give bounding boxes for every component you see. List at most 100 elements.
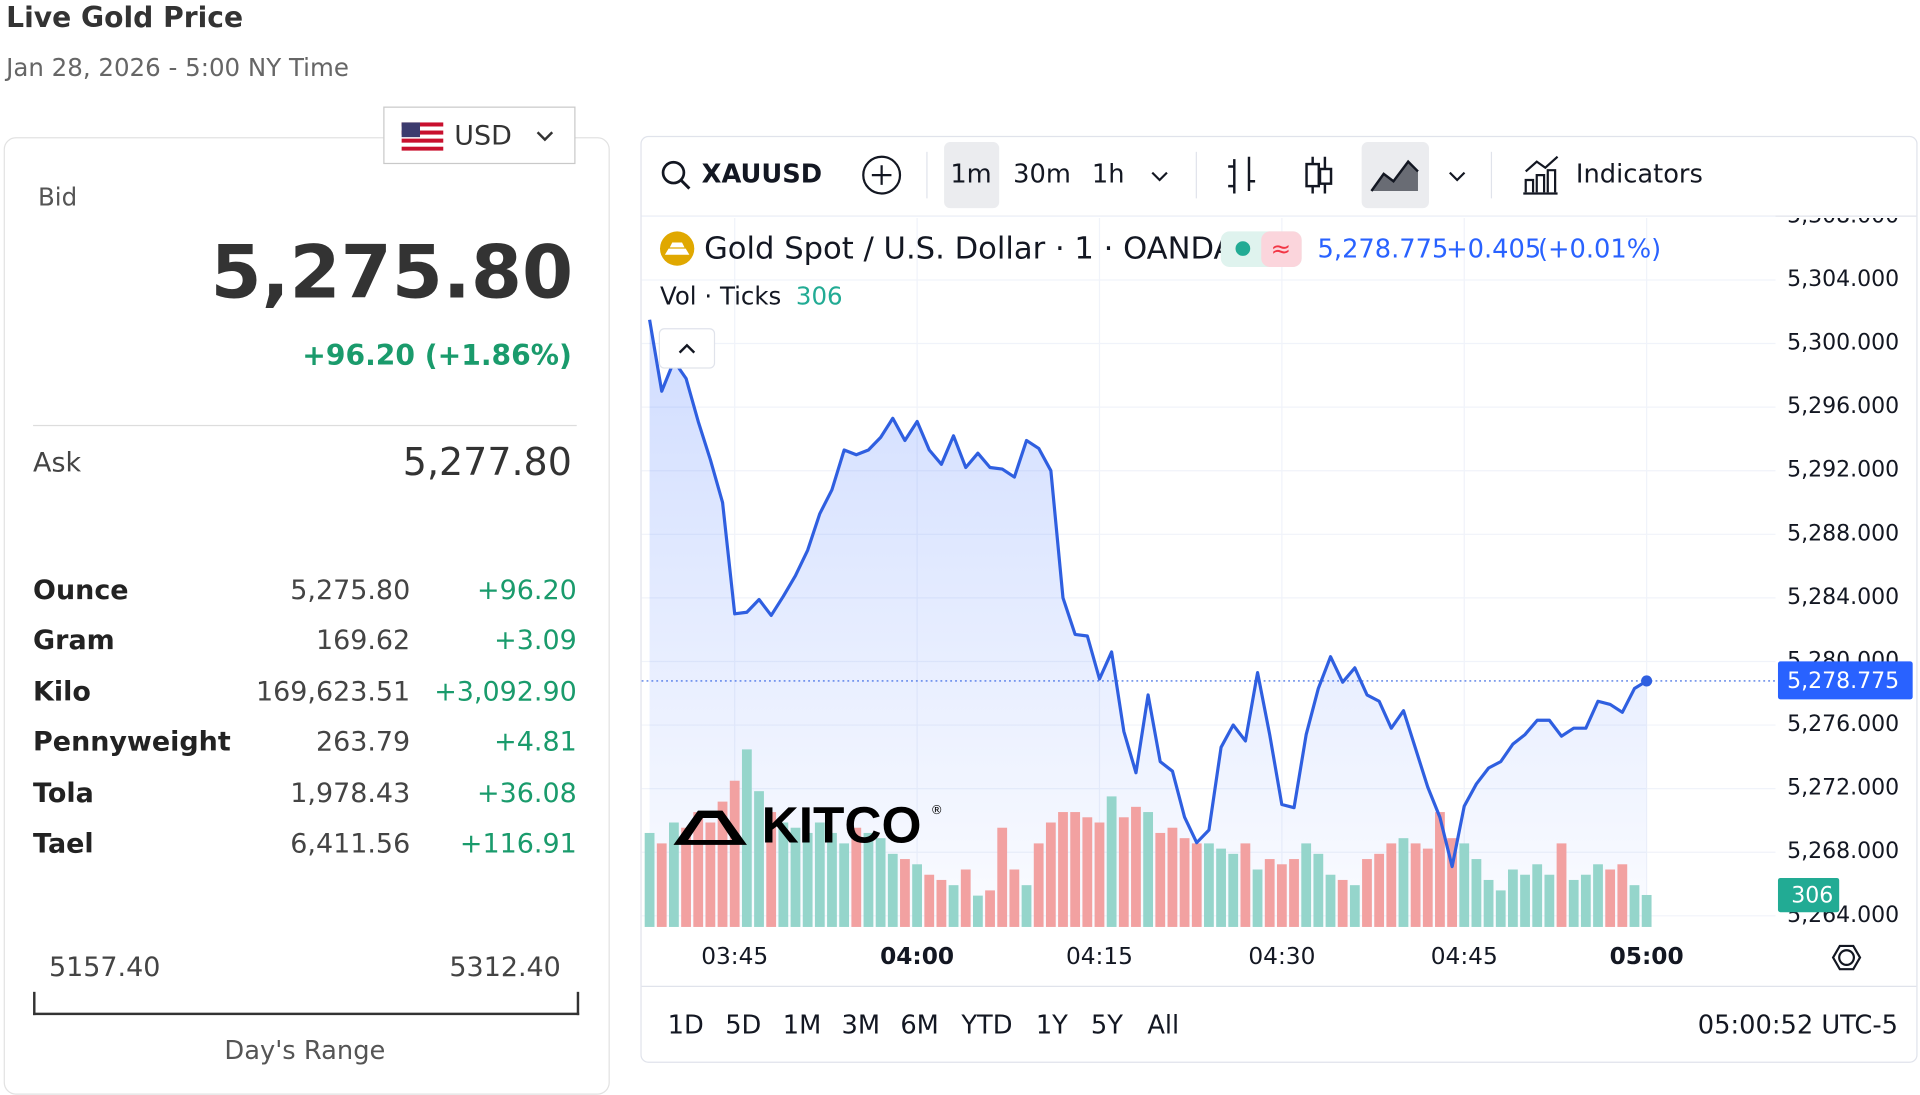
unit-change: +3.09 bbox=[494, 626, 577, 657]
range-button[interactable]: 1M bbox=[783, 1011, 822, 1041]
price-change-pct: (+0.01%) bbox=[1538, 234, 1661, 264]
range-button[interactable]: 5D bbox=[725, 1011, 761, 1041]
price-area bbox=[649, 319, 1647, 927]
volume-bar bbox=[1070, 812, 1081, 927]
x-axis: 03:45 04:00 04:15 04:30 04:45 05:00 bbox=[701, 943, 1683, 970]
range-bracket bbox=[33, 991, 580, 1016]
indicators-icon[interactable] bbox=[1523, 155, 1559, 195]
volume-bar bbox=[1568, 879, 1579, 927]
range-button[interactable]: 3M bbox=[842, 1011, 881, 1041]
currency-chevron bbox=[536, 131, 554, 142]
volume-bar bbox=[1143, 812, 1154, 927]
range-low: 5157.40 bbox=[48, 952, 161, 984]
volume-bar bbox=[924, 874, 935, 927]
range-bar: 1D 5D 1M 3M 6M YTD 1Y 5Y All 05:00:52 UT… bbox=[668, 1011, 1898, 1041]
search-icon[interactable] bbox=[661, 160, 686, 185]
unit-price: 263.79 bbox=[315, 727, 411, 759]
chart-style-active[interactable] bbox=[1361, 142, 1429, 209]
volume-bar bbox=[790, 827, 801, 927]
add-symbol[interactable] bbox=[862, 155, 902, 195]
volume-bar bbox=[960, 869, 971, 927]
volume-bar bbox=[1362, 859, 1372, 927]
x-tick-label: 03:45 bbox=[701, 943, 768, 970]
volume-bar bbox=[1532, 864, 1543, 927]
interval-menu[interactable] bbox=[1151, 171, 1168, 182]
volume-bar bbox=[1580, 874, 1591, 927]
volume-bar bbox=[1167, 827, 1178, 927]
volume-bar bbox=[1593, 864, 1603, 927]
range-button[interactable]: 1D bbox=[668, 1011, 704, 1041]
ask-price: 5,277.80 bbox=[402, 440, 572, 485]
volume-bar bbox=[972, 895, 983, 927]
range-high: 5312.40 bbox=[449, 952, 561, 984]
chart-title: Gold Spot / U.S. Dollar · 1 · OANDA bbox=[704, 231, 1234, 266]
currency: USD bbox=[454, 121, 512, 152]
volume-tag bbox=[1777, 877, 1840, 913]
volume-bar bbox=[1629, 885, 1640, 927]
volume-bar bbox=[1155, 832, 1166, 927]
interval[interactable]: 1h bbox=[1092, 160, 1125, 190]
unit-name: Tael bbox=[33, 828, 94, 860]
y-tick-label: 5,292.000 bbox=[1787, 458, 1899, 483]
volume-bar bbox=[875, 838, 886, 927]
bid-change: +96.20 (+1.86%) bbox=[302, 340, 572, 373]
bars-icon[interactable] bbox=[1228, 156, 1256, 194]
collapse-button[interactable] bbox=[658, 328, 716, 369]
volume-bar bbox=[1033, 843, 1044, 927]
range-button[interactable]: YTD bbox=[960, 1011, 1012, 1041]
unit-change: +4.81 bbox=[494, 727, 577, 759]
volume-bar bbox=[1131, 806, 1141, 927]
volume-bar bbox=[1216, 848, 1226, 927]
unit-change: +96.20 bbox=[477, 575, 577, 607]
legend: Gold Spot / U.S. Dollar · 1 · OANDA ≈ 5,… bbox=[658, 231, 1661, 369]
volume-legend: Vol · Ticks bbox=[660, 282, 781, 311]
volume-bar bbox=[1228, 853, 1239, 927]
range-button[interactable]: 6M bbox=[900, 1011, 939, 1041]
volume-bar bbox=[1045, 822, 1056, 927]
volume-bar bbox=[1240, 843, 1251, 927]
x-tick-label: 05:00 bbox=[1610, 943, 1684, 970]
unit-name: Pennyweight bbox=[33, 727, 231, 759]
indicators[interactable]: Indicators bbox=[1576, 160, 1703, 190]
price-change: +0.405 bbox=[1446, 234, 1541, 264]
volume-bar bbox=[863, 832, 874, 927]
unit-change: +3,092.90 bbox=[434, 676, 577, 708]
range-button[interactable]: All bbox=[1147, 1011, 1179, 1041]
volume-bar bbox=[705, 822, 716, 927]
y-tick-label: 5,268.000 bbox=[1787, 839, 1899, 864]
unit-name: Gram bbox=[33, 626, 115, 657]
logo-mark bbox=[673, 810, 747, 845]
interval[interactable]: 1m bbox=[950, 160, 991, 190]
unit-price: 1,978.43 bbox=[290, 778, 411, 809]
volume-bar bbox=[1021, 885, 1032, 927]
interval[interactable]: 30m bbox=[1013, 160, 1071, 190]
y-tick-label: 5,300.000 bbox=[1787, 331, 1899, 356]
volume-bar bbox=[900, 859, 910, 927]
volume-bar bbox=[1179, 838, 1190, 927]
settings-icon[interactable] bbox=[1838, 949, 1855, 967]
volume-bar bbox=[802, 832, 813, 927]
x-tick-label: 04:30 bbox=[1248, 943, 1315, 970]
style-menu[interactable] bbox=[1449, 171, 1466, 182]
volume-bar bbox=[1325, 874, 1336, 927]
volume-bar bbox=[1641, 894, 1652, 927]
page-date: Jan 28, 2026 - 5:00 NY Time bbox=[6, 52, 349, 83]
volume-bar bbox=[1495, 890, 1506, 927]
clock: 05:00:52 UTC-5 bbox=[1698, 1011, 1898, 1041]
y-tick-label: 5,276.000 bbox=[1787, 712, 1899, 737]
page-title: Live Gold Price bbox=[6, 2, 244, 35]
volume-bar bbox=[1204, 843, 1214, 927]
divider bbox=[33, 424, 577, 427]
volume-bar bbox=[936, 879, 947, 927]
unit-name: Ounce bbox=[33, 575, 129, 607]
range-button[interactable]: 5Y bbox=[1091, 1011, 1123, 1041]
symbol[interactable]: XAUUSD bbox=[702, 160, 823, 190]
y-tick-label: 5,304.000 bbox=[1787, 267, 1899, 292]
currency-select[interactable]: USD bbox=[383, 106, 576, 165]
settings-icon bbox=[1831, 944, 1862, 971]
volume-bar bbox=[1520, 874, 1530, 927]
range-button[interactable]: 1Y bbox=[1036, 1011, 1068, 1041]
volume-bar bbox=[887, 853, 898, 927]
